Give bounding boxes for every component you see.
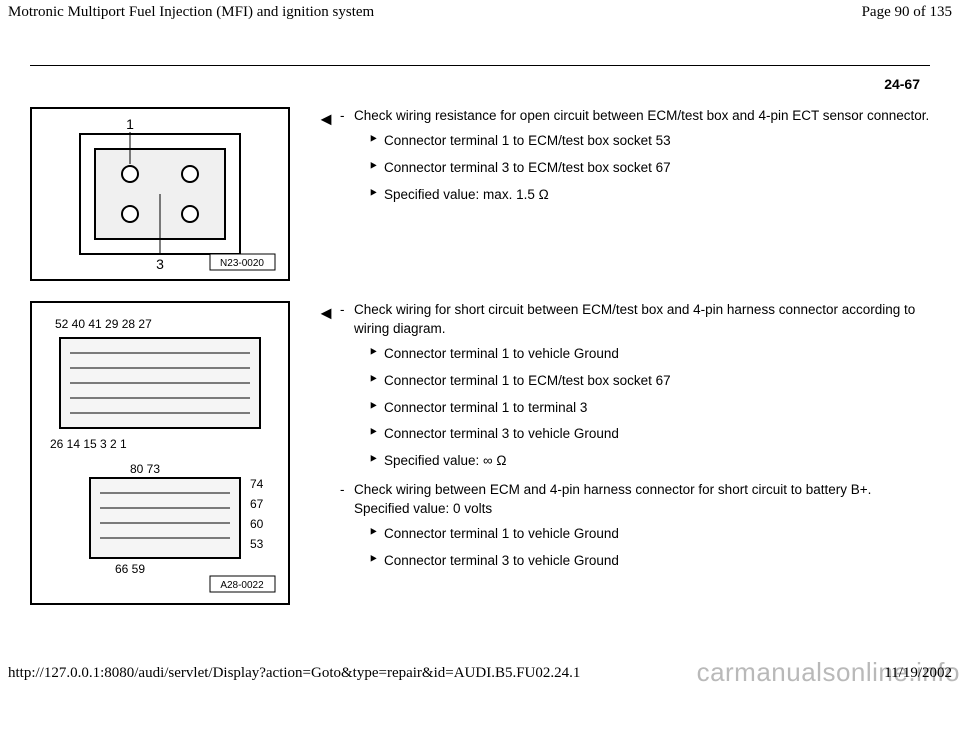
- bullet-icon: ‣: [368, 425, 384, 439]
- bullet-item: ‣Connector terminal 3 to vehicle Ground: [368, 425, 930, 444]
- bullet-item: ‣Connector terminal 1 to ECM/test box so…: [368, 372, 930, 391]
- figure-2: 52 40 41 29 28 27 26 14 15 3 2 1 80 73 7…: [30, 301, 290, 605]
- bullet-item: ‣Specified value: ∞ Ω: [368, 452, 930, 471]
- arrow-1: ◄: [305, 107, 335, 130]
- figure-1: 1 3 N23-0020: [30, 107, 290, 281]
- bullet-text: Connector terminal 3 to vehicle Ground: [384, 425, 619, 444]
- svg-text:26 14 15 3 2 1: 26 14 15 3 2 1: [50, 437, 127, 451]
- dash-item: - Check wiring resistance for open circu…: [340, 107, 930, 126]
- bullet-text: Connector terminal 3 to ECM/test box soc…: [384, 159, 671, 178]
- svg-text:60: 60: [250, 517, 264, 531]
- svg-text:1: 1: [126, 116, 134, 132]
- bullet-list-2a: ‣Connector terminal 1 to vehicle Ground …: [368, 345, 930, 471]
- bullet-icon: ‣: [368, 186, 384, 200]
- bullet-icon: ‣: [368, 552, 384, 566]
- bullet-list-2b: ‣Connector terminal 1 to vehicle Ground …: [368, 525, 930, 571]
- figure-2-column: 52 40 41 29 28 27 26 14 15 3 2 1 80 73 7…: [30, 301, 290, 605]
- arrow-2: ◄: [305, 301, 335, 324]
- dash-item: - Check wiring for short circuit between…: [340, 301, 930, 339]
- bullet-item: ‣Connector terminal 1 to terminal 3: [368, 399, 930, 418]
- header-divider: [30, 65, 930, 66]
- bullet-text: Connector terminal 1 to terminal 3: [384, 399, 587, 418]
- bullet-text: Specified value: max. 1.5 Ω: [384, 186, 549, 205]
- figure-1-column: 1 3 N23-0020: [30, 107, 290, 281]
- page-reference: 24-67: [0, 76, 960, 107]
- bullet-item: ‣Connector terminal 3 to vehicle Ground: [368, 552, 930, 571]
- instruction-text: Check wiring resistance for open circuit…: [354, 107, 930, 126]
- bullet-item: ‣ Connector terminal 3 to ECM/test box s…: [368, 159, 930, 178]
- bullet-icon: ‣: [368, 132, 384, 146]
- bullet-item: ‣ Connector terminal 1 to ECM/test box s…: [368, 132, 930, 151]
- svg-text:N23-0020: N23-0020: [220, 258, 264, 269]
- svg-text:80 73: 80 73: [130, 462, 160, 476]
- bullet-text: Connector terminal 1 to vehicle Ground: [384, 345, 619, 364]
- svg-text:A28-0022: A28-0022: [220, 580, 264, 591]
- bullet-item: ‣Connector terminal 1 to vehicle Ground: [368, 525, 930, 544]
- page-footer: http://127.0.0.1:8080/audi/servlet/Displ…: [0, 665, 960, 688]
- bullet-item: ‣ Specified value: max. 1.5 Ω: [368, 186, 930, 205]
- bullet-text: Connector terminal 1 to ECM/test box soc…: [384, 132, 671, 151]
- instruction-text: Check wiring for short circuit between E…: [354, 301, 930, 339]
- doc-title: Motronic Multiport Fuel Injection (MFI) …: [8, 4, 374, 21]
- svg-text:66 59: 66 59: [115, 562, 145, 576]
- svg-text:53: 53: [250, 537, 264, 551]
- bullet-text: Connector terminal 1 to vehicle Ground: [384, 525, 619, 544]
- arrow-left-icon: ◄: [317, 303, 335, 323]
- text-1: - Check wiring resistance for open circu…: [335, 107, 930, 215]
- bullet-list-1: ‣ Connector terminal 1 to ECM/test box s…: [368, 132, 930, 205]
- section-2: 52 40 41 29 28 27 26 14 15 3 2 1 80 73 7…: [30, 301, 930, 605]
- bullet-text: Specified value: ∞ Ω: [384, 452, 507, 471]
- bullet-icon: ‣: [368, 159, 384, 173]
- bullet-text: Connector terminal 1 to ECM/test box soc…: [384, 372, 671, 391]
- svg-text:74: 74: [250, 477, 264, 491]
- footer-url: http://127.0.0.1:8080/audi/servlet/Displ…: [8, 665, 580, 682]
- footer-date: 11/19/2002: [884, 665, 952, 682]
- page-header: Motronic Multiport Fuel Injection (MFI) …: [0, 0, 960, 25]
- bullet-icon: ‣: [368, 525, 384, 539]
- bullet-text: Connector terminal 3 to vehicle Ground: [384, 552, 619, 571]
- section-1: 1 3 N23-0020 ◄ - Check wiring resistance…: [30, 107, 930, 281]
- page-number-top: Page 90 of 135: [862, 4, 952, 21]
- text-2: - Check wiring for short circuit between…: [335, 301, 930, 581]
- bullet-icon: ‣: [368, 399, 384, 413]
- bullet-icon: ‣: [368, 452, 384, 466]
- svg-text:3: 3: [156, 256, 164, 272]
- bullet-icon: ‣: [368, 372, 384, 386]
- dash-item: - Check wiring between ECM and 4-pin har…: [340, 481, 930, 519]
- content-container: 1 3 N23-0020 ◄ - Check wiring resistance…: [0, 107, 960, 605]
- arrow-left-icon: ◄: [317, 109, 335, 129]
- bullet-icon: ‣: [368, 345, 384, 359]
- bullet-item: ‣Connector terminal 1 to vehicle Ground: [368, 345, 930, 364]
- svg-text:52 40 41 29 28 27: 52 40 41 29 28 27: [55, 317, 152, 331]
- instruction-text: Check wiring between ECM and 4-pin harne…: [354, 481, 930, 519]
- svg-text:67: 67: [250, 497, 264, 511]
